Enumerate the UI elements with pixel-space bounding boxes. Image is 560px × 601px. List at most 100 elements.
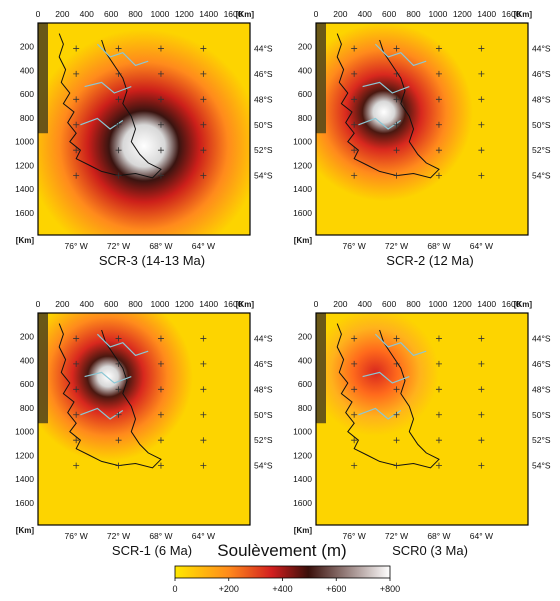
graticule-cross	[478, 462, 485, 469]
graticule-cross	[393, 96, 400, 103]
graticule-cross	[157, 45, 164, 52]
uplift-field	[316, 23, 528, 235]
latitude-label: 54°S	[532, 171, 551, 181]
graticule-cross	[200, 437, 207, 444]
graticule-cross	[393, 147, 400, 154]
y-tick-label: 600	[298, 89, 312, 99]
y-tick-label: 200	[20, 42, 34, 52]
graticule-cross	[115, 437, 122, 444]
graticule-cross	[435, 335, 442, 342]
river-2	[362, 81, 410, 94]
map-panel-4: 0 200 400 600 800 1000 1200 1400 1600[Km]2004006…	[293, 299, 551, 558]
y-tick-label: 600	[20, 89, 34, 99]
x-tick-label: 1400	[477, 9, 496, 19]
latitude-label: 52°S	[532, 435, 551, 445]
colorbar-tick-label: +400	[272, 584, 292, 594]
panel-border	[37, 312, 251, 526]
graticule-cross	[73, 147, 80, 154]
longitude-label: 64° W	[192, 241, 215, 251]
y-tick-label: 1200	[15, 450, 34, 460]
x-tick-label: 1600	[224, 9, 243, 19]
x-tick-label: 0	[36, 299, 41, 309]
coastline	[336, 33, 440, 179]
y-tick-label: 200	[298, 332, 312, 342]
graticule-cross	[478, 411, 485, 418]
graticule-cross	[351, 147, 358, 154]
x-tick-label: 1400	[477, 299, 496, 309]
x-tick-label: 200	[55, 299, 69, 309]
x-tick-label: 1600	[224, 299, 243, 309]
x-unit-label: [Km]	[236, 10, 255, 19]
longitude-label: 68° W	[149, 241, 172, 251]
latitude-label: 48°S	[532, 384, 551, 394]
longitude-label: 76° W	[65, 531, 88, 541]
x-tick-label: 200	[333, 9, 347, 19]
uplift-field	[38, 23, 250, 235]
longitude-label: 76° W	[343, 241, 366, 251]
longitude-label: 68° W	[427, 241, 450, 251]
latitude-label: 46°S	[532, 69, 551, 79]
graticule-cross	[478, 360, 485, 367]
y-tick-label: 1600	[15, 208, 34, 218]
latitude-label: 44°S	[254, 333, 273, 343]
y-tick-label: 1000	[15, 427, 34, 437]
x-tick-label: 1000	[150, 9, 169, 19]
panel-border	[37, 22, 251, 236]
graticule-cross	[351, 45, 358, 52]
y-tick-label: 200	[20, 332, 34, 342]
graticule-cross	[115, 121, 122, 128]
y-tick-label: 400	[20, 355, 34, 365]
graticule-cross	[157, 335, 164, 342]
latitude-label: 50°S	[532, 410, 551, 420]
x-tick-label: 1000	[428, 9, 447, 19]
coastline	[336, 323, 440, 469]
graticule-cross	[200, 335, 207, 342]
y-tick-label: 600	[20, 379, 34, 389]
x-tick-label: 800	[128, 9, 142, 19]
graticule-cross	[435, 386, 442, 393]
graticule-cross	[115, 147, 122, 154]
graticule-cross	[115, 70, 122, 77]
longitude-label: 64° W	[470, 241, 493, 251]
x-tick-label: 1600	[502, 299, 521, 309]
x-tick-label: 1600	[502, 9, 521, 19]
graticule-cross	[157, 437, 164, 444]
colorbar-tick-label: +800	[380, 584, 400, 594]
graticule-cross	[73, 70, 80, 77]
x-tick-label: 0	[314, 299, 319, 309]
slab-strip	[316, 23, 326, 134]
y-tick-label: 1600	[293, 498, 312, 508]
graticule-cross	[351, 360, 358, 367]
map-panel-3: 0 200 400 600 800 1000 1200 1400 1600[Km]2004006…	[15, 299, 273, 558]
y-tick-label: 1400	[15, 184, 34, 194]
graticule-cross	[393, 70, 400, 77]
graticule-cross	[115, 45, 122, 52]
river-1	[96, 43, 149, 67]
x-tick-label: 0	[314, 9, 319, 19]
panel-caption: SCR-1 (6 Ma)	[112, 543, 192, 558]
x-tick-label: 800	[128, 299, 142, 309]
longitude-label: 72° W	[385, 531, 408, 541]
graticule-cross	[157, 121, 164, 128]
graticule-cross	[73, 96, 80, 103]
graticule-cross	[435, 147, 442, 154]
graticule-cross	[200, 121, 207, 128]
y-tick-label: 1400	[15, 474, 34, 484]
x-tick-label: 1400	[199, 9, 218, 19]
x-tick-label: 400	[358, 299, 372, 309]
graticule-cross	[478, 45, 485, 52]
graticule-cross	[200, 172, 207, 179]
x-tick-label: 1200	[453, 9, 472, 19]
latitude-label: 54°S	[254, 461, 273, 471]
graticule-cross	[157, 172, 164, 179]
colorbar-bar	[174, 565, 391, 579]
graticule-cross	[200, 360, 207, 367]
longitude-label: 76° W	[343, 531, 366, 541]
y-tick-label: 1600	[15, 498, 34, 508]
graticule-cross	[351, 70, 358, 77]
x-tick-label: 600	[104, 299, 118, 309]
x-tick-label: 400	[80, 9, 94, 19]
y-tick-label: 800	[298, 113, 312, 123]
y-tick-label: 1400	[293, 184, 312, 194]
